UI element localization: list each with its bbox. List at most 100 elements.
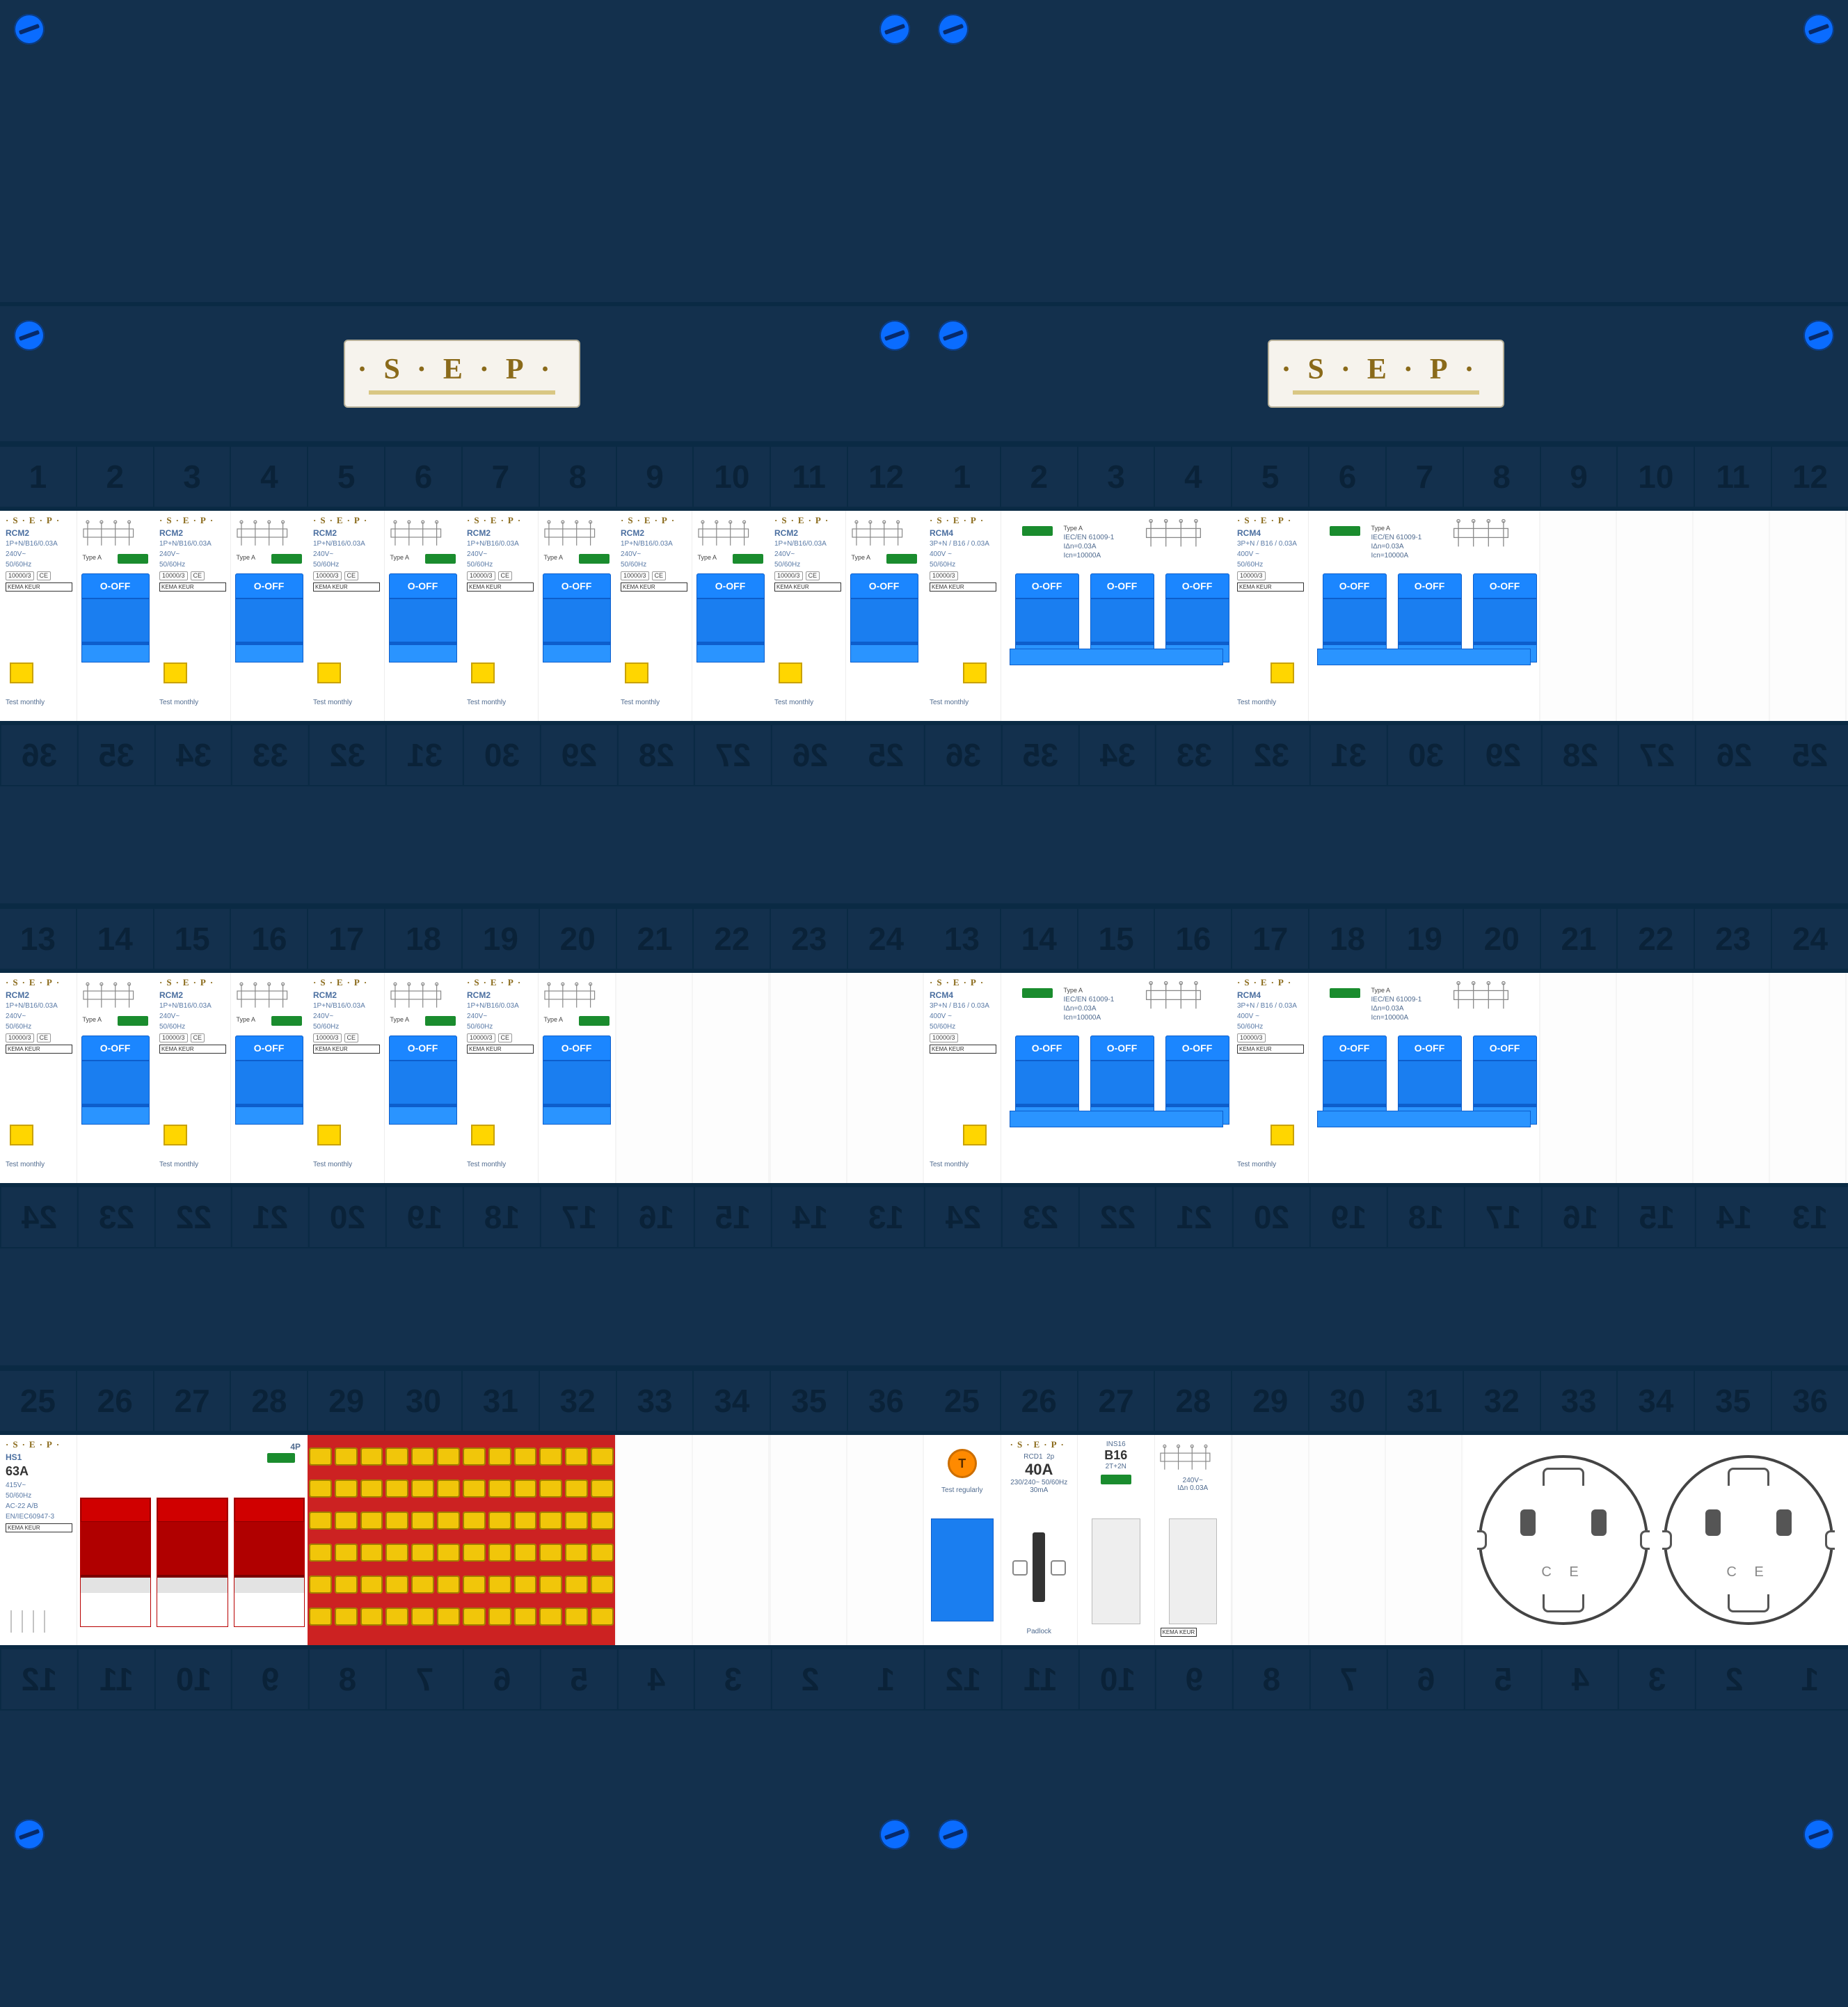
iec-label: IEC/EN 61009-1 xyxy=(1371,995,1422,1004)
breaker-toggle[interactable]: O-OFF xyxy=(1398,1036,1462,1147)
busbar-terminal-icon xyxy=(488,1480,511,1498)
test-button[interactable] xyxy=(164,663,187,683)
voltage-label: 240V~ xyxy=(621,550,687,559)
screw-icon xyxy=(938,320,969,351)
main-switch-toggle[interactable] xyxy=(234,1498,305,1627)
breaker-toggle[interactable]: O-OFF xyxy=(389,573,457,685)
status-led-icon xyxy=(425,554,456,564)
test-button[interactable] xyxy=(1270,663,1294,683)
breaker-toggle[interactable]: O-OFF xyxy=(543,1036,611,1147)
kema-mark: KEMA KEUR xyxy=(467,1045,534,1054)
test-button[interactable] xyxy=(471,1125,495,1145)
breaker-toggle[interactable]: O-OFF xyxy=(235,573,303,685)
test-button[interactable] xyxy=(317,1125,341,1145)
status-led-icon xyxy=(271,554,302,564)
breaker-toggle[interactable]: O-OFF xyxy=(1015,573,1079,685)
breaker-toggle[interactable]: O-OFF xyxy=(1165,573,1229,685)
empty-slot xyxy=(770,1435,924,1645)
slot-number: 3 xyxy=(154,447,232,507)
slot-number: 21 xyxy=(231,1187,308,1247)
busbar-terminal-icon xyxy=(565,1512,588,1530)
test-button[interactable] xyxy=(164,1125,187,1145)
cert-square: 10000/3 xyxy=(1237,571,1266,580)
poles-label: 4P xyxy=(290,1442,301,1452)
test-button[interactable] xyxy=(10,1125,33,1145)
test-button[interactable]: T xyxy=(948,1449,977,1478)
breaker-toggle[interactable]: O-OFF xyxy=(696,573,765,685)
main-switch-toggle[interactable] xyxy=(80,1498,152,1627)
test-button[interactable] xyxy=(1270,1125,1294,1145)
breaker-toggle[interactable]: O-OFF xyxy=(1165,1036,1229,1147)
breaker-toggle[interactable]: O-OFF xyxy=(389,1036,457,1147)
slot-number: 11 xyxy=(1001,1649,1078,1709)
toggle-link-bar-icon xyxy=(1317,649,1531,665)
mcb-toggle[interactable] xyxy=(1092,1518,1140,1624)
slot-number: 32 xyxy=(308,725,385,785)
cert-square: 10000/3 xyxy=(467,1033,495,1042)
screw-icon xyxy=(879,14,910,45)
test-button[interactable] xyxy=(963,663,987,683)
number-strip-25-36: 252627282930313233343536 xyxy=(924,1370,1848,1432)
wiring-diagram-icon xyxy=(1442,515,1535,553)
status-led-icon xyxy=(267,1453,295,1463)
busbar-terminal-icon xyxy=(335,1447,358,1466)
test-label: Test monthly xyxy=(930,1161,969,1169)
breaker-toggle[interactable]: O-OFF xyxy=(1090,573,1154,685)
breaker-toggle[interactable]: O-OFF xyxy=(1015,1036,1079,1147)
busbar-terminal-icon xyxy=(591,1480,614,1498)
brand-badge: ·S·E·P· xyxy=(1268,340,1504,408)
slot-number: 31 xyxy=(463,1371,540,1431)
test-label: Test monthly xyxy=(930,699,969,707)
test-button[interactable] xyxy=(779,663,802,683)
test-button[interactable] xyxy=(625,663,648,683)
breaker-toggle[interactable]: O-OFF xyxy=(1398,573,1462,685)
breaker-toggle[interactable]: O-OFF xyxy=(1323,1036,1387,1147)
slot-number: 7 xyxy=(463,447,540,507)
busbar-terminal-icon xyxy=(463,1544,486,1562)
iec-label: EN/IEC60947-3 xyxy=(6,1513,72,1521)
breaker-toggle[interactable]: O-OFF xyxy=(850,573,918,685)
slot-number: 28 xyxy=(1541,725,1618,785)
breaker-info-panel: ·S·E·P· HS1 63A 415V~ 50/60Hz AC-22 A/B … xyxy=(0,1435,77,1645)
breaker-mechanism: Type A O-OFF xyxy=(692,511,770,721)
busbar-row xyxy=(308,1480,615,1498)
spec-label: 1P+N/B16/0.03A xyxy=(6,1002,72,1010)
schuko-socket[interactable]: C E xyxy=(1479,1455,1648,1625)
slot-number: 26 xyxy=(1001,1371,1078,1431)
slot-number: 34 xyxy=(694,1371,771,1431)
slot-number: 8 xyxy=(540,447,617,507)
status-led-icon xyxy=(425,1016,456,1026)
breaker-mechanism: Type A O-OFF xyxy=(539,511,616,721)
busbar-terminal-icon xyxy=(309,1576,332,1594)
mcb-toggle[interactable] xyxy=(1169,1518,1218,1624)
breaker-toggle[interactable]: O-OFF xyxy=(1323,573,1387,685)
busbar-terminal-icon xyxy=(411,1544,434,1562)
breaker-toggle[interactable]: O-OFF xyxy=(235,1036,303,1147)
breaker-toggle[interactable]: O-OFF xyxy=(1090,1036,1154,1147)
breaker-toggle[interactable]: O-OFF xyxy=(1473,573,1537,685)
breaker-toggle[interactable]: O-OFF xyxy=(543,573,611,685)
test-button[interactable] xyxy=(963,1125,987,1145)
cert-square: 10000/3 xyxy=(774,571,803,580)
breaker-mechanism: Type A O-OFF xyxy=(231,511,308,721)
test-button[interactable] xyxy=(10,663,33,683)
schuko-socket[interactable]: C E xyxy=(1664,1455,1833,1625)
main-switch-toggle[interactable] xyxy=(157,1498,228,1627)
breaker-toggle[interactable]: O-OFF xyxy=(1473,1036,1537,1147)
test-button[interactable] xyxy=(471,663,495,683)
slot-number: 27 xyxy=(1618,725,1695,785)
rcd-lever[interactable] xyxy=(931,1518,994,1621)
busbar-block xyxy=(308,1435,615,1645)
wiring-diagram-icon xyxy=(850,515,918,553)
breaker-toggle[interactable]: O-OFF xyxy=(81,1036,150,1147)
busbar-row xyxy=(308,1544,615,1562)
busbar-terminal-icon xyxy=(591,1608,614,1626)
toggle-label: O-OFF xyxy=(543,573,611,598)
row-gap xyxy=(924,786,1848,907)
slot-number: 5 xyxy=(1232,447,1309,507)
breaker-toggle[interactable]: O-OFF xyxy=(81,573,150,685)
test-button[interactable] xyxy=(317,663,341,683)
number-strip-36-25: 363534333231302928272625 xyxy=(0,724,924,786)
spec-label: 3P+N / B16 / 0.03A xyxy=(930,540,996,548)
cert-row: 10000/3 CE xyxy=(159,1033,226,1042)
